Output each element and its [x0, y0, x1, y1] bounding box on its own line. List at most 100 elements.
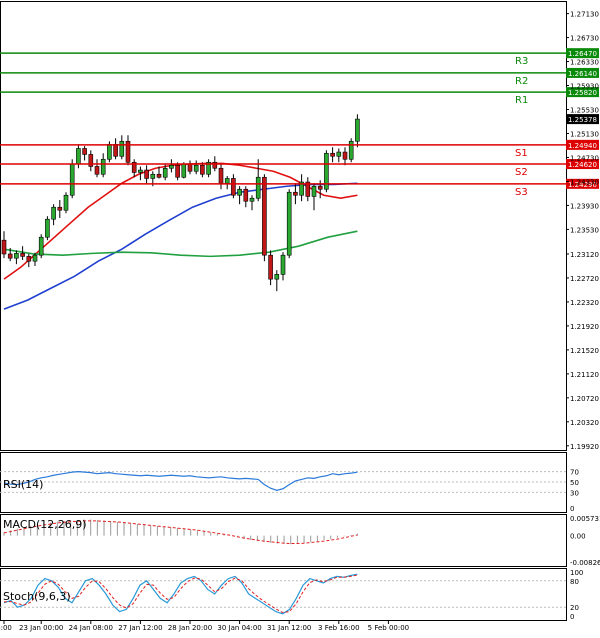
candles [1, 114, 360, 292]
macd-signal-line [3, 520, 358, 545]
candle-body [150, 173, 156, 179]
price-tick-label: 1.21120 [570, 371, 599, 379]
candle-body [57, 206, 63, 211]
price-tick-label: 1.25130 [570, 130, 599, 138]
candle-body [268, 254, 273, 280]
time-tick-label: 30 Jan 04:00 [217, 624, 261, 632]
level-price-label: 1.24620 [568, 161, 597, 169]
candle-body [355, 118, 360, 142]
candle-body [26, 256, 32, 262]
candle-body [14, 253, 19, 259]
price-tick-label: 1.23930 [570, 202, 599, 210]
stoch-tick-label: 80 [570, 578, 579, 586]
candle-body [63, 194, 69, 211]
current-price-tag [566, 114, 599, 125]
rsi-tick-label: 0 [570, 505, 574, 513]
candle-body [317, 185, 323, 190]
level-price-label: 1.26140 [568, 70, 597, 78]
candle-body [38, 236, 44, 256]
price-tick-label: 1.22720 [570, 275, 599, 283]
candle-body [330, 152, 335, 157]
level-name-s3: S3 [515, 187, 528, 198]
time-tick-label: 27 Jan 12:00 [118, 624, 162, 632]
price-tick-label: 1.20320 [570, 419, 599, 427]
candle-body [286, 191, 292, 256]
candle-body [305, 181, 311, 197]
candle-body [144, 169, 149, 179]
candle-body [243, 188, 249, 202]
rsi-title: RSI(14) [3, 478, 43, 491]
price-tick-label: 1.27130 [570, 11, 599, 19]
candle-body [249, 197, 255, 202]
macd-tick-label: 0.00 [570, 533, 586, 541]
stoch-tick-label: 0 [570, 613, 574, 621]
candle-body [100, 158, 106, 175]
candle-body [212, 161, 218, 169]
candle-body [200, 164, 205, 175]
moving-average-line [3, 182, 358, 310]
price-tick-label: 1.25930 [570, 83, 599, 91]
pivot-levels: R3 1.26470 R2 1.26140 R1 1.25820 S1 1.24940 S2 1.… [0, 48, 599, 198]
panel-frame [0, 1, 567, 451]
level-price-tag [566, 159, 599, 170]
candle-body [187, 163, 193, 172]
candle-body [280, 254, 286, 275]
current-price-label: 1.25378 [568, 116, 597, 124]
rsi-line [3, 470, 358, 491]
price-tick-label: 1.24330 [570, 178, 599, 186]
candle-body [336, 151, 342, 157]
stoch-tick-label: 20 [570, 604, 579, 612]
candle-body [51, 206, 56, 220]
price-tick-label: 1.19920 [570, 443, 599, 451]
candle-body [69, 163, 75, 196]
macd-tick-label: -0.008266 [570, 559, 600, 567]
level-name-s2: S2 [515, 167, 528, 178]
candle-body [255, 176, 261, 199]
macd-title: MACD(12,26,9) [3, 518, 87, 531]
candle-body [237, 188, 242, 196]
level-price-label: 1.26470 [568, 50, 597, 58]
candle-body [1, 239, 7, 255]
candle-body [324, 152, 329, 190]
price-tick-label: 1.26730 [570, 35, 599, 43]
candle-body [7, 253, 13, 259]
price-tick-label: 1.22320 [570, 299, 599, 307]
stoch-tick-label: 100 [570, 569, 583, 577]
candle-body [156, 173, 162, 178]
candle-body [293, 191, 298, 196]
candle-body [113, 143, 118, 157]
macd-tick-label: 0.005731 [570, 515, 600, 523]
price-tick-label: 1.21520 [570, 347, 599, 355]
level-price-tag [566, 139, 599, 150]
rsi-tick-label: 50 [570, 479, 579, 487]
price-tick-label: 1.20720 [570, 395, 599, 403]
stoch-signal-line [3, 574, 358, 613]
candle-body [138, 169, 143, 173]
candle-body [262, 176, 267, 256]
price-tick-label: 1.25530 [570, 107, 599, 115]
time-tick-label: 31 Jan 12:00 [267, 624, 311, 632]
candle-body [342, 151, 348, 160]
price-tick-label: 1.24730 [570, 154, 599, 162]
level-name-r3: R3 [515, 56, 528, 67]
time-tick-label: 6:00 [0, 624, 12, 632]
time-tick-label: 3 Feb 16:00 [318, 624, 359, 632]
rsi-tick-label: 30 [570, 489, 579, 497]
time-axis: 6:00 23 Jan 00:00 24 Jan 08:00 27 Jan 12:00… [0, 620, 409, 632]
candle-body [88, 154, 94, 167]
level-price-label: 1.24290 [568, 181, 597, 189]
time-tick-label: 28 Jan 20:00 [168, 624, 212, 632]
panel-frame [0, 568, 567, 621]
candle-body [76, 148, 81, 165]
level-price-label: 1.24940 [568, 142, 597, 150]
level-name-s1: S1 [515, 148, 528, 159]
candle-body [20, 253, 25, 257]
level-price-tag [566, 178, 599, 189]
candle-body [169, 164, 174, 169]
price-axis: 1.27130 1.26730 1.26330 1.25930 1.25530 1.251… [566, 11, 599, 451]
candle-body [181, 163, 187, 178]
stoch-title: Stoch(9,6,3) [3, 590, 71, 603]
candle-body [274, 274, 280, 280]
candle-body [311, 185, 317, 197]
